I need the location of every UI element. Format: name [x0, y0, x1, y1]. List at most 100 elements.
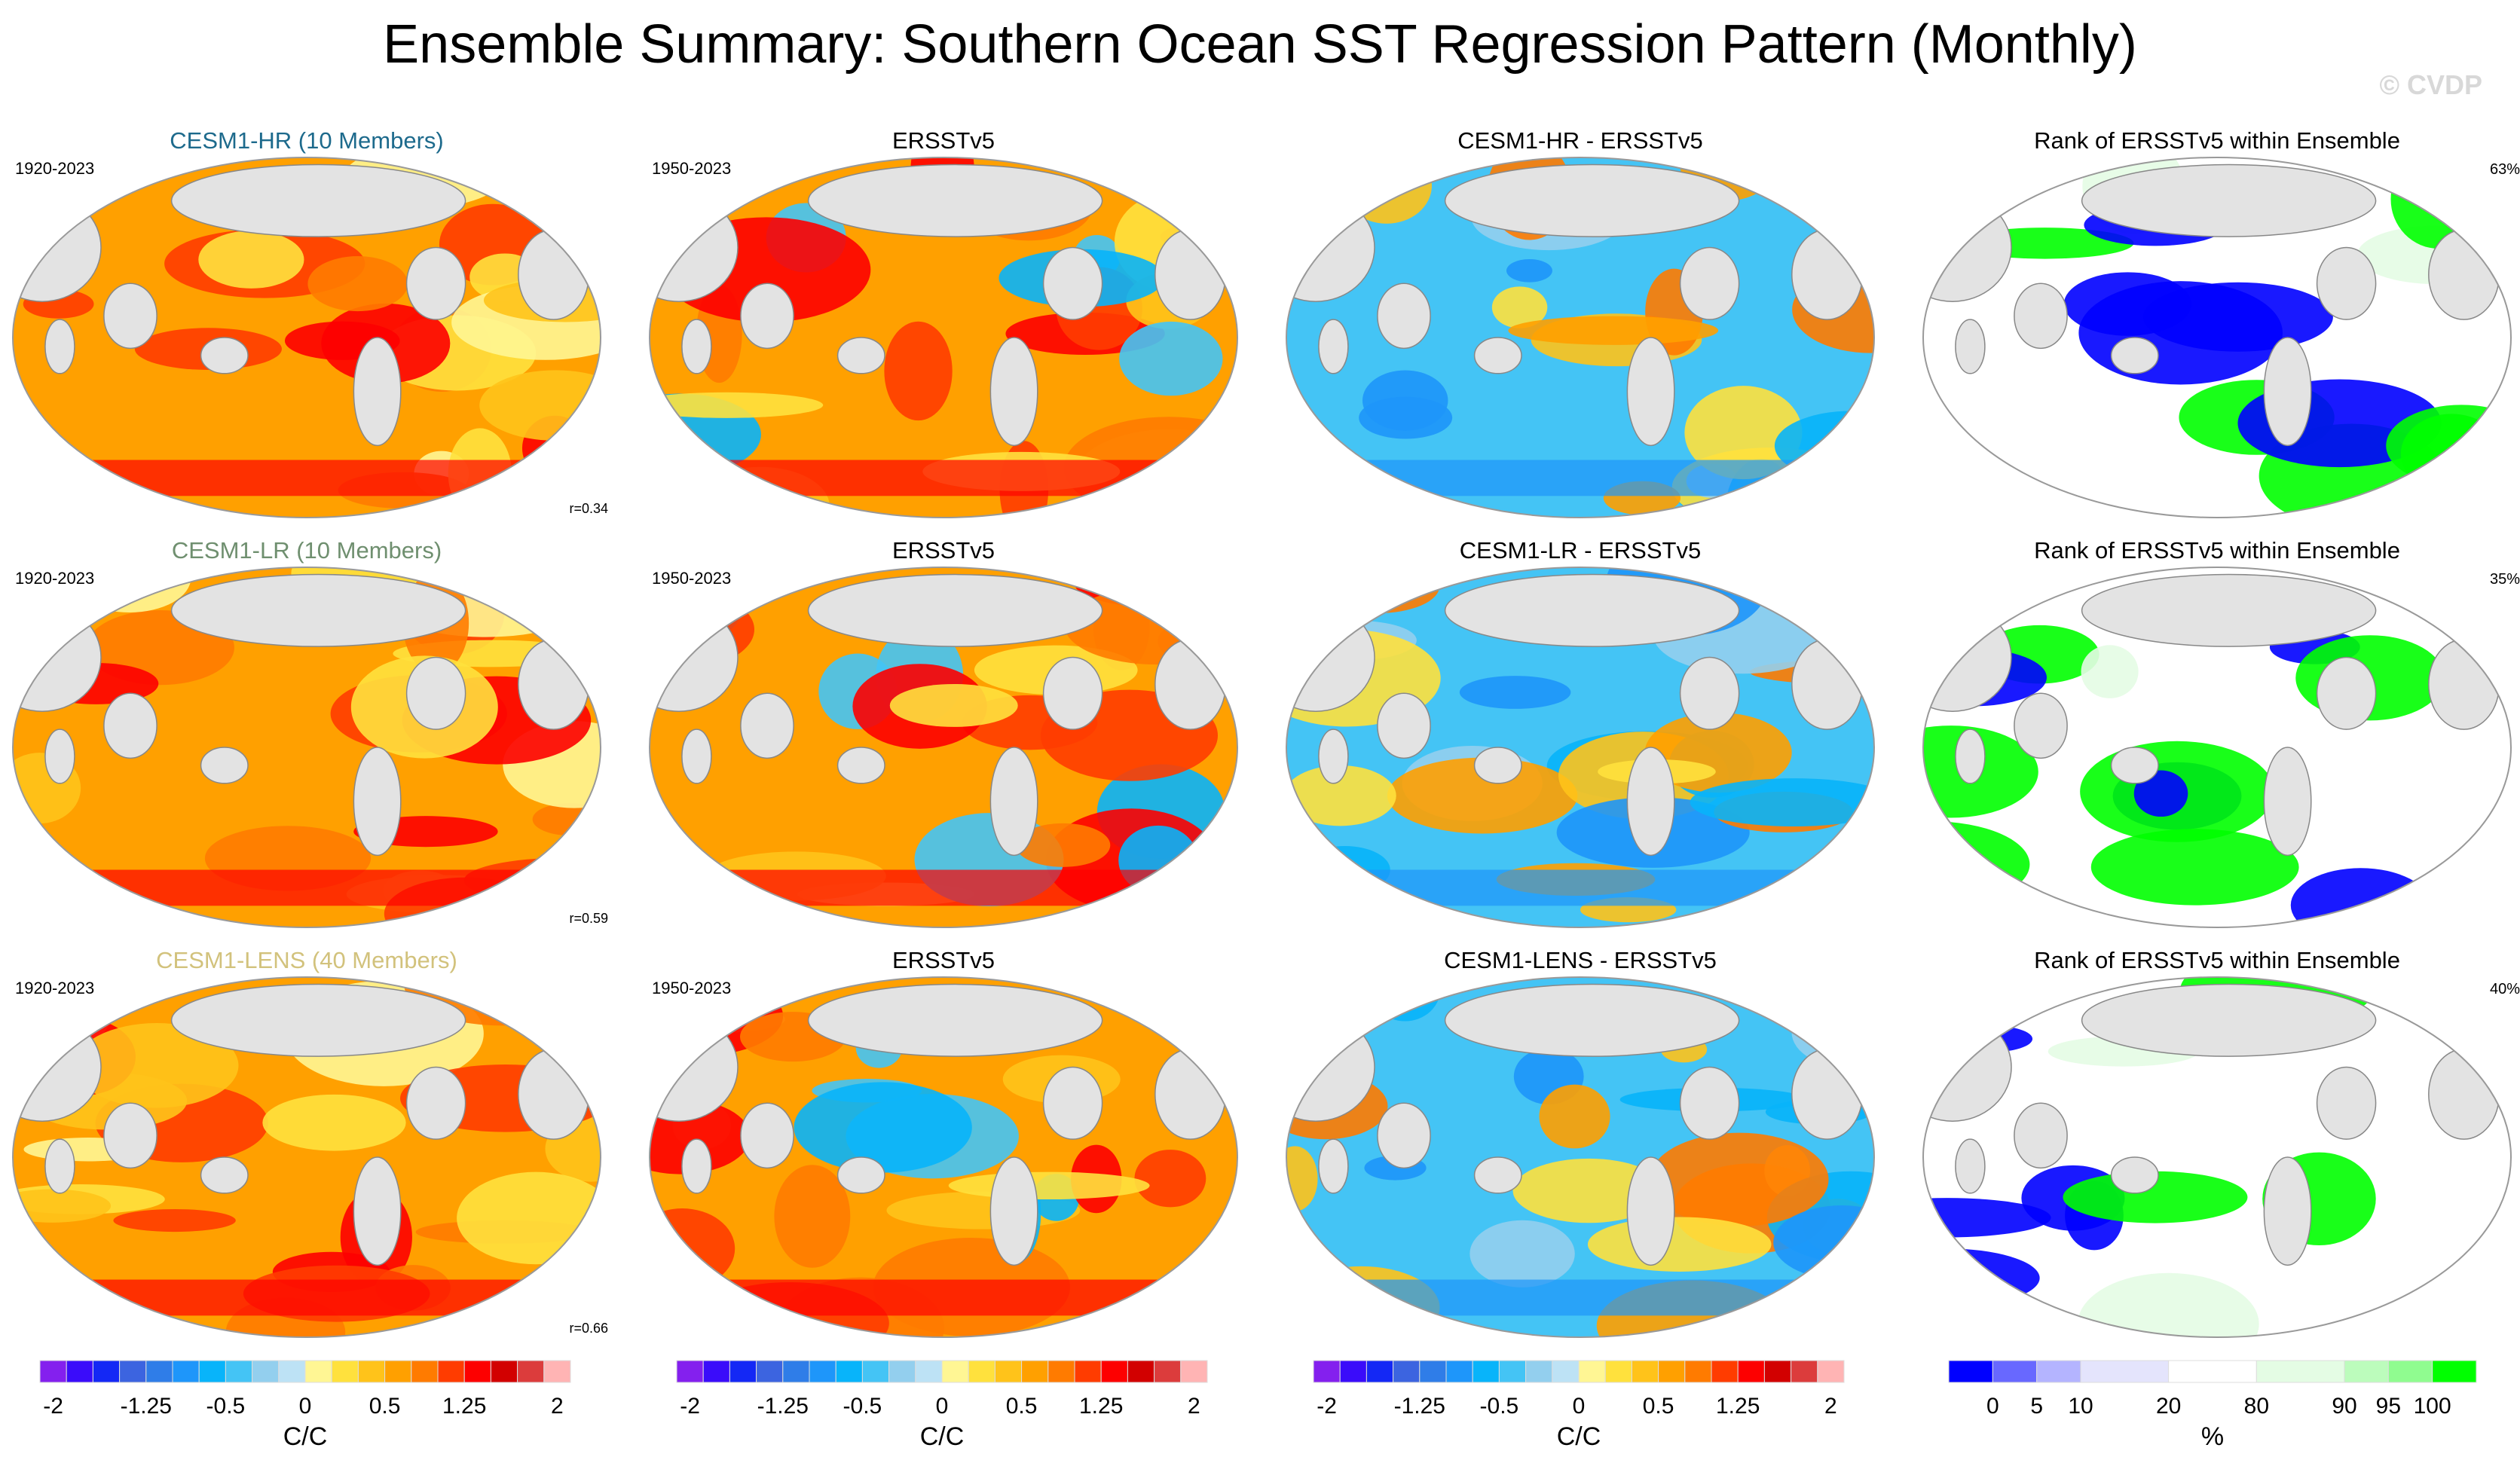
colorbar-swatch [1419, 1360, 1447, 1383]
land-mask [1791, 1048, 1864, 1140]
colorbar-tick-label: 100 [2414, 1394, 2451, 1419]
colorbar-swatch [1578, 1360, 1606, 1383]
colorbar-swatch [1180, 1360, 1208, 1383]
land-mask [518, 638, 590, 730]
land-mask [1955, 319, 1986, 374]
map-panel: ERSSTv5 1950-2023 [649, 537, 1238, 928]
colorbar-swatch [145, 1360, 173, 1383]
land-mask [1473, 747, 1522, 784]
field-contour [2078, 1272, 2259, 1337]
field-contour [1315, 567, 1440, 614]
land-mask [2014, 1102, 2068, 1169]
colorbar: -2 -1.25 -0.5 0 0.5 1.25 2 C/C [676, 1360, 1208, 1451]
land-mask [1679, 656, 1740, 730]
land-mask [1154, 1048, 1227, 1140]
colorbar-swatch [2036, 1360, 2081, 1383]
colorbar-tick-label: -2 [680, 1394, 700, 1419]
map-panel: CESM1-LENS - ERSSTv5 [1286, 947, 1875, 1338]
land-mask [989, 337, 1038, 447]
land-mask [2428, 228, 2500, 320]
colorbar-swatch [861, 1360, 890, 1383]
colorbar-swatch [225, 1360, 253, 1383]
colorbar-swatch [1498, 1360, 1527, 1383]
land-mask [740, 283, 794, 350]
colorbar-swatch [92, 1360, 121, 1383]
panel-title: CESM1-HR (10 Members) [170, 127, 443, 154]
field-contour [884, 321, 953, 421]
field-contour [1923, 1025, 1955, 1085]
field-contour [1119, 321, 1223, 396]
colorbar-swatch [968, 1360, 995, 1383]
land-mask [2316, 1066, 2377, 1140]
map-panel: CESM1-LR (10 Members) 1920-2023 r=0.59 [12, 537, 608, 928]
land-mask [2110, 747, 2159, 784]
colorbar-unit-label: C/C [920, 1422, 965, 1451]
field-contour [2393, 977, 2484, 1028]
colorbar-swatch [1525, 1360, 1553, 1383]
colorbar-swatch [729, 1360, 757, 1383]
land-mask [405, 246, 466, 320]
colorbar-tick-label: 1.25 [1079, 1394, 1123, 1419]
colorbar-swatch [702, 1360, 730, 1383]
map-border [1922, 976, 2512, 1338]
land-mask [353, 1156, 402, 1266]
colorbar-swatch [2432, 1360, 2477, 1383]
land-mask [1318, 728, 1349, 784]
field-contour [2081, 645, 2139, 698]
land-mask [2081, 573, 2377, 647]
field-contour [650, 392, 824, 418]
land-mask [353, 747, 402, 857]
land-mask [200, 747, 249, 784]
field-contour [1286, 765, 1396, 826]
colorbar-swatch [915, 1360, 943, 1383]
colorbar-swatch [2168, 1360, 2257, 1383]
colorbar-swatch [1552, 1360, 1580, 1383]
field-contour [479, 370, 601, 441]
colorbar-unit-label: % [2201, 1422, 2224, 1451]
map-border [12, 567, 601, 928]
field-contour [1923, 725, 2038, 818]
colorbar-swatch [835, 1360, 863, 1383]
pattern-correlation-label: r=0.59 [569, 911, 608, 926]
colorbar-tick-label: 2 [551, 1394, 564, 1419]
land-mask [2110, 1156, 2159, 1194]
field-contour [650, 1208, 736, 1289]
land-mask [807, 983, 1103, 1057]
map-panel: CESM1-LR - ERSSTv5 [1286, 537, 1875, 928]
field-contour [1539, 1084, 1610, 1149]
land-mask [170, 983, 466, 1057]
land-mask [1923, 193, 2012, 302]
colorbar-swatch [888, 1360, 916, 1383]
land-mask [1377, 283, 1431, 350]
field-contour [1774, 411, 1874, 481]
land-mask [1626, 337, 1675, 447]
map-panel: ERSSTv5 1950-2023 [649, 127, 1238, 518]
map-border [12, 976, 601, 1338]
field-contour [2133, 770, 2188, 817]
field-contour [2063, 1171, 2248, 1223]
map-panel: Rank of ERSSTv5 within Ensemble 63% [1922, 127, 2520, 518]
colorbar-tick-label: 80 [2244, 1394, 2269, 1419]
field-contour [1587, 1217, 1772, 1272]
land-mask [836, 337, 885, 374]
land-mask [170, 573, 466, 647]
field-contour [1304, 185, 1363, 209]
field-contour [1369, 977, 1441, 1022]
land-mask [1679, 1066, 1740, 1140]
land-mask [44, 319, 75, 374]
field-contour [1491, 286, 1548, 328]
colorbar-tick-label: 0 [1986, 1394, 1999, 1419]
colorbar-swatch [1339, 1360, 1367, 1383]
map-border [1922, 567, 2512, 928]
land-mask [1286, 193, 1375, 302]
panel-title: ERSSTv5 [892, 127, 995, 154]
colorbar-swatch [1021, 1360, 1049, 1383]
land-mask [44, 728, 75, 784]
field-contour [494, 157, 601, 203]
colorbar-swatch [1992, 1360, 2038, 1383]
colorbar-swatch [1763, 1360, 1792, 1383]
land-mask [103, 692, 158, 759]
land-mask [1923, 1013, 2012, 1122]
land-mask [1955, 728, 1986, 784]
